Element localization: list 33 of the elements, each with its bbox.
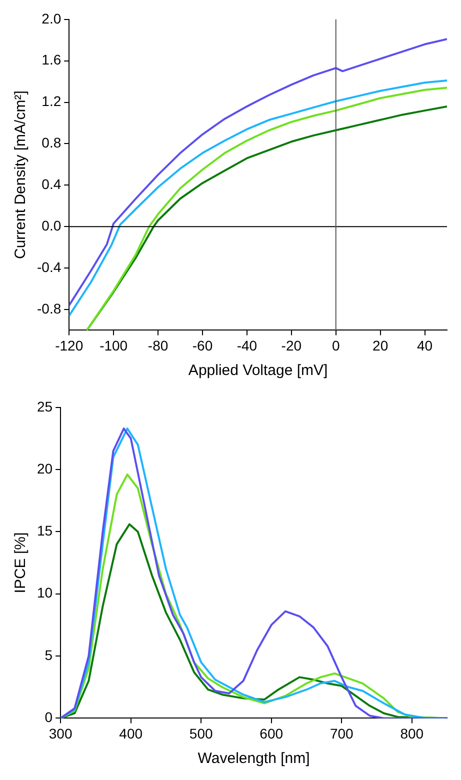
y-tick-label: -0.4 [37, 258, 62, 275]
y-tick-label: 25 [36, 398, 53, 414]
x-tick-label: 20 [372, 337, 388, 354]
x-tick-label: 300 [48, 725, 72, 742]
y-axis-title: Current Density [mA/cm²] [12, 90, 30, 259]
y-tick-label: 15 [36, 522, 53, 539]
y-tick-label: -0.8 [37, 300, 62, 316]
y-tick-label: 2.0 [42, 10, 62, 26]
x-tick-label: -20 [281, 337, 302, 354]
y-tick-label: 20 [36, 460, 53, 476]
y-tick-label: 1.2 [42, 93, 62, 110]
x-tick-label: 500 [189, 725, 213, 742]
x-axis-title: Applied Voltage [mV] [188, 362, 328, 380]
x-tick-label: 400 [119, 725, 143, 742]
y-tick-label: 0.0 [42, 217, 62, 234]
y-tick-label: 1.6 [42, 52, 62, 68]
x-tick-label: 40 [416, 337, 433, 354]
x-tick-label: -40 [236, 337, 258, 354]
x-tick-label: -100 [100, 337, 128, 354]
y-axis-title: IPCE [%] [12, 532, 30, 594]
x-axis-title: Wavelength [nm] [198, 750, 310, 768]
x-tick-label: -80 [148, 337, 168, 354]
x-tick-label: -60 [192, 337, 213, 354]
y-tick-label: 10 [36, 584, 53, 601]
y-tick-label: 0.4 [42, 176, 62, 192]
x-tick-label: 700 [330, 725, 354, 742]
x-tick-label: 0 [332, 337, 340, 354]
x-tick-label: 600 [260, 725, 284, 742]
y-tick-label: 0 [44, 709, 53, 726]
y-tick-label: 0.8 [42, 134, 62, 151]
x-tick-label: -120 [55, 337, 84, 354]
y-tick-label: 5 [44, 646, 53, 663]
x-tick-label: 800 [400, 725, 424, 742]
